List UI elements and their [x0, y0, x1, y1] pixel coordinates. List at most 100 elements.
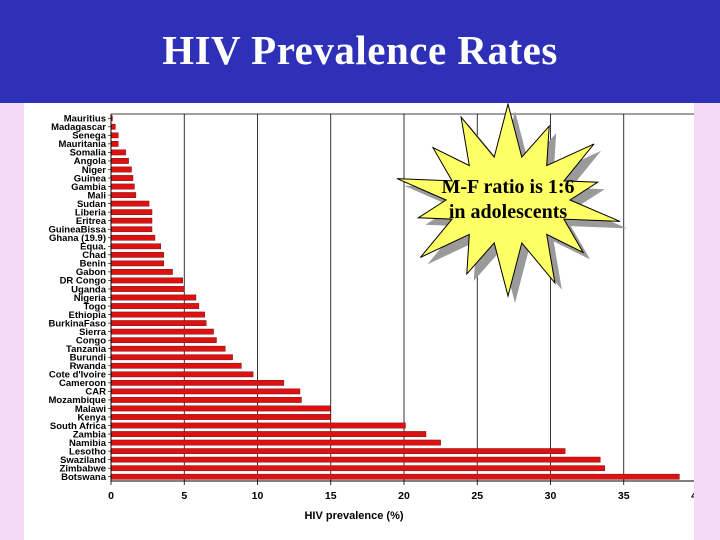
category-label: Ghana (19.9) [49, 233, 106, 244]
bar-namibia [110, 439, 441, 446]
bar-malawi [110, 405, 331, 412]
bar-congo [110, 337, 217, 344]
category-labels: MauritiusMadagascarSenegaMauritaniaSomal… [48, 114, 106, 483]
category-label: GuineaBissa [48, 225, 106, 236]
category-label: Nigeria [74, 293, 107, 304]
category-label: Lesotho [69, 446, 106, 457]
category-label: Gabon [76, 267, 106, 278]
category-label: Sudan [77, 199, 106, 210]
category-label: Angola [74, 156, 107, 167]
callout-text-line2: in adolescents [449, 201, 568, 223]
callout-text-line1: M-F ratio is 1:6 [441, 176, 574, 198]
bar-south-africa [110, 422, 406, 429]
category-label: South Africa [50, 421, 107, 432]
category-label: Mali [88, 190, 106, 201]
bar-gambia [110, 183, 135, 190]
bar-senega [110, 132, 119, 139]
bar-cameroon [110, 380, 285, 386]
category-label: Uganda [71, 284, 107, 295]
bar-madagascar [110, 123, 116, 130]
x-tick-label: 10 [252, 490, 264, 502]
slide-title: HIV Prevalence Rates [162, 27, 558, 73]
bar-tanzania [110, 345, 226, 352]
x-axis: 0 5 10 15 20 25 30 35 40 HIV prevalence (%) [108, 113, 694, 522]
category-label: Kenya [77, 412, 106, 423]
bar-guineabissa [110, 226, 153, 233]
bar-togo [110, 303, 200, 309]
bar-cote-d-ivoire [110, 371, 254, 378]
bar-mali [110, 192, 137, 198]
bar-lesotho [110, 448, 566, 454]
category-label: Botswana [61, 472, 107, 483]
x-tick-label: 30 [545, 490, 557, 502]
bar-swaziland [110, 456, 601, 463]
category-label: DR Congo [60, 276, 107, 287]
bar-ethiopia [110, 311, 205, 318]
callout-burst: M-F ratio is 1:6 in adolescents [396, 103, 628, 303]
x-tick-label: 40 [691, 490, 694, 502]
bar-uganda [110, 286, 185, 292]
bar-nigeria [110, 294, 197, 301]
bar-zimbabwe [110, 465, 605, 472]
category-label: Benin [80, 259, 107, 270]
category-label: BurkinaFaso [48, 318, 106, 329]
bar-kenya [110, 414, 331, 420]
bar-burundi [110, 354, 233, 361]
bar-car [110, 388, 301, 395]
category-label: Mozambique [48, 395, 106, 406]
bar-liberia [110, 209, 153, 215]
bar-equa- [110, 243, 162, 250]
bar-chad [110, 251, 164, 258]
x-tick-label: 20 [398, 490, 410, 502]
bar-guinea [110, 175, 134, 181]
bar-rwanda [110, 362, 242, 369]
category-label: Equa. [80, 242, 106, 253]
x-tick-label: 15 [325, 490, 337, 502]
bar-gabon [110, 269, 173, 275]
category-label: Mauritius [64, 114, 106, 125]
x-tick-label: 35 [618, 490, 630, 502]
bar-botswana [110, 473, 680, 480]
category-label: Burundi [70, 353, 106, 364]
bar-mauritania [110, 141, 119, 147]
category-label: Guinea [74, 173, 107, 184]
category-label: Senega [72, 131, 107, 142]
category-label: Togo [83, 301, 106, 312]
category-label: Cote d'Ivoire [49, 370, 106, 381]
bar-niger [110, 166, 132, 173]
category-label: Malawi [75, 404, 106, 415]
bar-ghana-19-9- [110, 234, 156, 241]
chart-panel: Mauritius Madagascar Senega Mauritania Somal… [24, 103, 694, 540]
category-label: Cameroon [59, 378, 106, 389]
bars [110, 115, 680, 480]
category-label: Tanzania [66, 344, 107, 355]
callout-starburst [396, 103, 621, 298]
bar-eritrea [110, 217, 153, 224]
category-label: Sierra [79, 327, 107, 338]
category-label: Niger [82, 165, 107, 176]
x-tick-label: 25 [471, 490, 483, 502]
category-label: Rwanda [70, 361, 107, 372]
x-tick-label: 5 [181, 490, 187, 502]
bar-burkinafaso [110, 320, 207, 326]
bar-sudan [110, 200, 150, 207]
bar-benin [110, 260, 164, 267]
category-label: Congo [76, 335, 106, 346]
category-label: Ethiopia [69, 310, 107, 321]
bar-mozambique [110, 397, 302, 403]
category-label: Swaziland [60, 455, 106, 466]
category-label: Namibia [69, 438, 107, 449]
category-label: Eritrea [76, 216, 107, 227]
category-label: Gambia [71, 182, 107, 193]
bar-dr-congo [110, 277, 183, 284]
category-label: Somalia [70, 148, 107, 159]
x-axis-title: HIV prevalence (%) [304, 510, 403, 522]
x-tick-label: 0 [108, 490, 114, 502]
title-bar: HIV Prevalence Rates [0, 0, 720, 103]
category-label: Madagascar [51, 122, 106, 133]
bar-chart: MauritiusMadagascarSenegaMauritaniaSomal… [48, 103, 694, 522]
category-label: Zambia [73, 429, 107, 440]
category-label: CAR [85, 387, 106, 398]
category-label: Chad [82, 250, 106, 261]
category-label: Zimbabwe [60, 463, 106, 474]
